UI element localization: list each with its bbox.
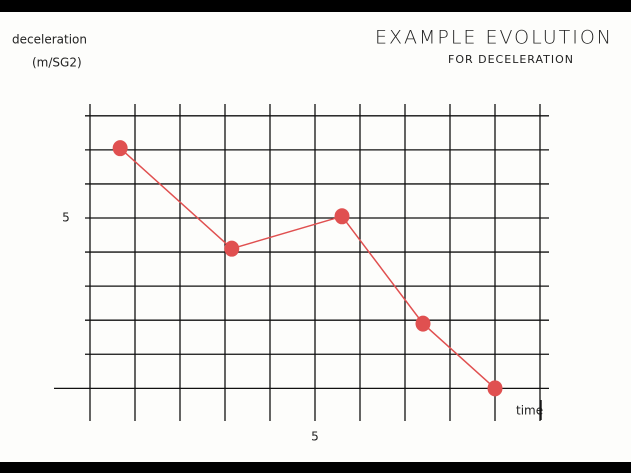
- x-axis-label: time: [516, 404, 543, 418]
- chart-subtitle: FOR DECELERATION: [448, 53, 574, 66]
- data-point: [224, 240, 240, 257]
- data-point: [334, 208, 350, 225]
- data-point: [487, 380, 503, 397]
- data-point: [112, 140, 128, 157]
- y-axis-label: (m/SG2): [32, 56, 82, 70]
- data-point: [415, 315, 431, 332]
- y-axis-label: deceleration: [12, 33, 87, 47]
- chart-title: EXAMPLE EVOLUTION: [375, 27, 613, 49]
- x-tick-label: 5: [311, 430, 319, 444]
- y-tick-label: 5: [62, 211, 70, 225]
